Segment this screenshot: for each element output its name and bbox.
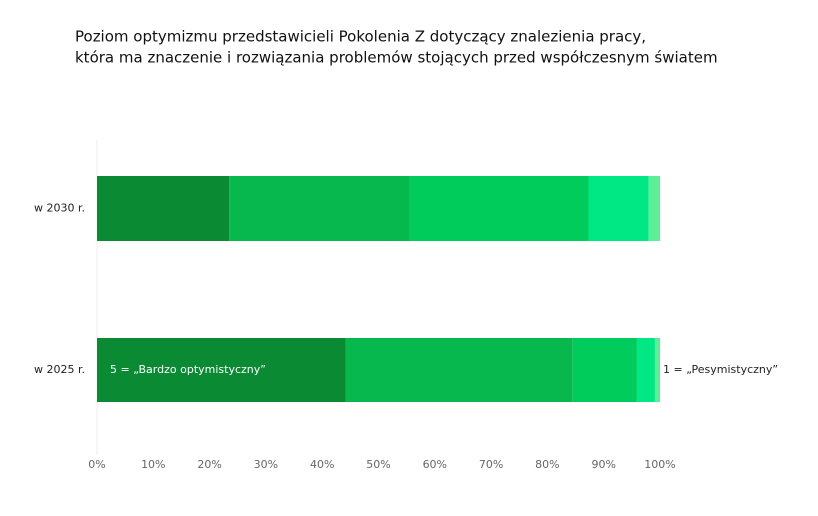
x-tick-label: 100% <box>644 458 675 471</box>
category-label: w 2030 r. <box>34 202 85 215</box>
x-tick-label: 90% <box>591 458 615 471</box>
x-tick-label: 30% <box>254 458 278 471</box>
bar-segment <box>636 338 655 402</box>
x-tick-label: 80% <box>535 458 559 471</box>
x-tick-label: 70% <box>479 458 503 471</box>
bar-segment <box>572 338 637 402</box>
bar-segment <box>345 338 573 402</box>
annotation: 5 = „Bardzo optymistyczny” <box>110 363 266 376</box>
x-tick-label: 0% <box>88 458 105 471</box>
annotation: 1 = „Pesymistyczny” <box>663 363 778 376</box>
bar-segment <box>97 338 346 402</box>
bar-segment <box>97 176 230 241</box>
bar-segment <box>409 176 589 241</box>
x-tick-label: 40% <box>310 458 334 471</box>
x-tick-label: 50% <box>366 458 390 471</box>
bar-segment <box>229 176 410 241</box>
chart-title: Poziom optymizmu przedstawicieli Pokolen… <box>75 28 646 46</box>
chart-title: która ma znaczenie i rozwiązania problem… <box>75 49 718 67</box>
bar-segment <box>648 176 660 241</box>
x-tick-label: 20% <box>197 458 221 471</box>
category-label: w 2025 r. <box>34 363 85 376</box>
bar-segment <box>654 338 660 402</box>
x-tick-label: 10% <box>141 458 165 471</box>
bar-segment <box>588 176 649 241</box>
x-tick-label: 60% <box>423 458 447 471</box>
